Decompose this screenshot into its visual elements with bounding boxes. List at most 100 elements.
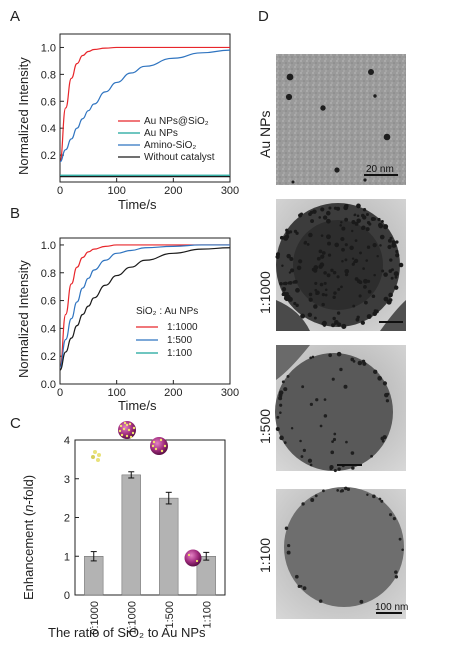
tem-particle	[282, 282, 286, 285]
tem-particle	[295, 303, 299, 308]
tem-particle	[388, 298, 393, 302]
chart-c-xtick-label-3: 1:500	[164, 601, 176, 629]
tem-particle	[326, 210, 331, 216]
tem-image-100	[276, 486, 406, 619]
chart-a-xlabel: Time/s	[118, 197, 157, 212]
chart-b-frame	[59, 237, 231, 385]
tem-particle	[287, 281, 291, 285]
tem-particle	[351, 257, 355, 260]
tem-particle	[359, 251, 362, 255]
tem-particle	[303, 241, 307, 245]
tem-particle	[363, 284, 367, 289]
chart-c-ytick-label-0: 0	[64, 590, 70, 602]
chart-a-ytick-label-1: 0.4	[41, 123, 56, 135]
tem-particle	[352, 304, 356, 308]
chart-a: 0 100 200 300 0.2 0.4 0.6 0.8 1.0	[41, 33, 239, 197]
chart-a-xtick-label-1: 100	[107, 185, 125, 197]
tem-particle	[377, 375, 383, 381]
tem-particle	[367, 289, 372, 294]
tem-particle	[378, 223, 384, 229]
tem-particle	[327, 241, 331, 246]
tem-particle	[340, 489, 344, 493]
tem-particle	[281, 286, 287, 292]
tem-particle	[344, 272, 349, 277]
tem-particle	[301, 502, 305, 506]
tem-particle	[383, 224, 389, 230]
tem-particle	[312, 209, 317, 214]
tem-particle	[283, 293, 289, 298]
tem-particle	[309, 402, 313, 406]
tem-particle	[367, 279, 371, 283]
tem-particle	[322, 489, 325, 493]
tem-particle	[278, 390, 284, 395]
tem-particle	[358, 294, 362, 298]
illustration-au-np	[91, 450, 101, 462]
panel-c-label: C	[10, 415, 21, 432]
tem-particle	[360, 213, 365, 218]
illustration-sphere-100	[184, 549, 202, 567]
tem-particle	[302, 586, 307, 591]
tem-particle	[354, 277, 359, 281]
tem-particle	[319, 424, 323, 428]
tem-particle	[321, 251, 326, 255]
tem-particle	[321, 254, 325, 258]
tem-particle	[336, 311, 341, 315]
chart-c-ylabel-pre: Enhancement (	[21, 511, 36, 600]
chart-c-ytick-label-2: 2	[64, 513, 70, 525]
chart-a-xtick-label-0: 0	[57, 185, 63, 197]
tem-label-1000: 1:1000	[257, 271, 273, 314]
tem-particle	[332, 295, 336, 299]
tem-particle	[275, 427, 280, 431]
tem-particle	[308, 297, 313, 302]
tem-particle	[336, 206, 341, 211]
tem-particle	[389, 258, 393, 262]
tem-particle	[341, 260, 344, 263]
tem-particle	[337, 287, 341, 291]
tem-particle	[293, 229, 298, 234]
chart-a-ytick-label-2: 0.6	[41, 96, 56, 108]
tem-particle	[297, 584, 301, 589]
tem-particle	[337, 322, 342, 327]
tem-particle	[320, 234, 324, 237]
chart-a-ylabel: Normalized Intensity	[16, 57, 31, 175]
tem-particle	[332, 437, 337, 442]
chart-c-ytick-label-1: 1	[64, 551, 70, 563]
tem-particle	[395, 240, 399, 244]
illustration-sphere-1000	[118, 421, 136, 439]
tem-particle	[356, 203, 361, 209]
tem-particle	[283, 441, 287, 445]
tem-particle	[366, 493, 369, 496]
tem-particle	[392, 517, 396, 521]
tem-particle	[350, 229, 354, 233]
chart-b-ytick-label-5: 1.0	[41, 240, 56, 252]
tem-particle	[318, 249, 323, 254]
tem-particle	[287, 543, 291, 548]
tem-image-500	[275, 345, 406, 473]
tem-image-1000	[275, 199, 406, 331]
chart-c-bar-3	[159, 497, 179, 596]
tem-particle	[344, 258, 348, 262]
chart-b-ylabel: Normalized Intensity	[16, 260, 31, 378]
chart-c-ylabel-post: -fold)	[21, 475, 36, 505]
tem-particle	[309, 210, 314, 215]
tem-particle	[332, 316, 336, 321]
chart-c-ylabel-italic: n	[21, 505, 36, 512]
tem-particle	[322, 215, 328, 220]
tem-particle	[332, 270, 337, 275]
tem-particle	[361, 359, 366, 364]
tem-particle	[388, 292, 393, 298]
tem-particle	[380, 436, 385, 441]
chart-c-xlabel: The ratio of SiO₂ to Au NPs	[48, 625, 206, 640]
legend-b-label-2: 1:500	[167, 335, 192, 346]
tem-particle	[321, 322, 325, 326]
tem-image-au-nps	[276, 54, 406, 185]
tem-particle	[276, 415, 280, 419]
tem-particle	[300, 313, 306, 319]
tem-particle	[314, 281, 318, 285]
tem-particle	[393, 271, 399, 277]
tem-particle	[372, 242, 377, 248]
tem-particle	[365, 227, 370, 232]
tem-particle	[299, 212, 304, 216]
legend-a-label-1: Au NPs@SiO₂	[144, 116, 209, 127]
